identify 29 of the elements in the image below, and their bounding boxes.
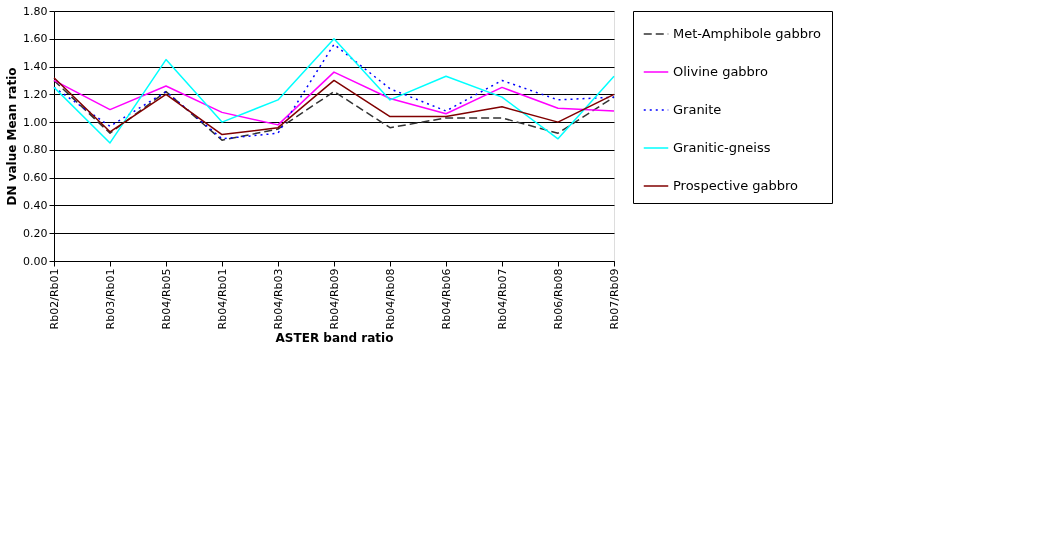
legend-label: Granite [673, 102, 722, 117]
y-tick-label: 0.00 [23, 254, 48, 268]
y-tick-label: 1.00 [23, 115, 48, 129]
y-tick-label: 1.20 [23, 87, 48, 101]
legend-label: Granitic-gneiss [673, 140, 771, 155]
x-tick-label: Rb04/Rb08 [383, 268, 397, 330]
x-tick-label: Rb04/Rb05 [159, 268, 173, 330]
x-tick-label: Rb04/Rb01 [215, 268, 229, 330]
y-tick-label: 1.40 [23, 60, 48, 74]
x-tick-label: Rb04/Rb09 [327, 268, 341, 330]
y-tick-label: 0.80 [23, 143, 48, 157]
x-tick-label: Rb03/Rb01 [103, 268, 117, 330]
y-tick-label: 0.40 [23, 198, 48, 212]
y-tick-label: 1.60 [23, 32, 48, 46]
x-tick-label: Rb02/Rb01 [47, 268, 61, 330]
line-series [53, 71, 615, 126]
legend-label: Met-Amphibole gabbro [673, 26, 822, 41]
x-tick-label: Rb04/Rb06 [439, 268, 453, 330]
x-axis-title: ASTER band ratio [275, 331, 394, 346]
y-tick-label: 0.20 [23, 226, 48, 240]
x-tick-label: Rb06/Rb08 [551, 268, 565, 330]
x-tick-label: Rb07/Rb09 [607, 268, 621, 330]
legend-label: Prospective gabbro [673, 178, 799, 193]
y-tick-label: 1.80 [23, 4, 48, 18]
legend-label: Olivine gabbro [673, 64, 768, 79]
y-tick-label: 0.60 [23, 171, 48, 185]
x-tick-label: Rb04/Rb03 [271, 268, 285, 330]
x-tick-label: Rb04/Rb07 [495, 268, 509, 330]
y-axis-title: DN value Mean ratio [5, 67, 20, 206]
